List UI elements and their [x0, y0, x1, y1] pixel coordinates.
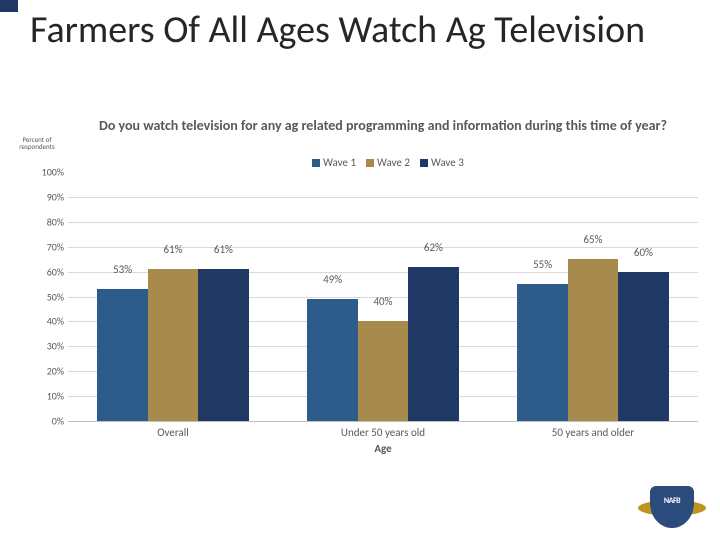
bar [307, 299, 357, 421]
chart-subtitle: Do you watch television for any ag relat… [68, 118, 698, 134]
slide-title: Farmers Of All Ages Watch Ag Television [0, 0, 720, 51]
bar-value-label: 40% [373, 295, 392, 308]
bar-group: 53%61%61%Overall [68, 172, 278, 421]
x-axis-title: Age [68, 442, 698, 455]
bar-value-label: 61% [214, 243, 233, 256]
legend-swatch [420, 159, 428, 167]
bar-value-label: 55% [533, 258, 552, 271]
chart-legend: Wave 1 Wave 2 Wave 3 [68, 156, 698, 169]
y-tick-label: 100% [34, 166, 64, 179]
chart-container: Percent of respondents Do you watch tele… [18, 118, 702, 458]
legend-swatch [366, 159, 374, 167]
x-tick-label: 50 years and older [488, 426, 698, 439]
bar-value-label: 49% [323, 273, 342, 286]
x-tick-label: Under 50 years old [278, 426, 488, 439]
bar [148, 269, 198, 421]
y-tick-label: 50% [34, 290, 64, 303]
bar [358, 321, 408, 421]
bar-value-label: 53% [113, 263, 132, 276]
bar-value-label: 62% [424, 241, 443, 254]
bar-value-label: 65% [583, 233, 602, 246]
bar-group: 55%65%60%50 years and older [488, 172, 698, 421]
bar-group: 49%40%62%Under 50 years old [278, 172, 488, 421]
plot-area: 0%10%20%30%40%50%60%70%80%90%100%53%61%6… [68, 172, 698, 422]
y-tick-label: 70% [34, 240, 64, 253]
y-tick-label: 60% [34, 265, 64, 278]
bar [97, 289, 147, 421]
bar-value-label: 61% [163, 243, 182, 256]
accent-bar [0, 0, 18, 12]
y-axis-caption-l2: respondents [19, 142, 54, 151]
y-tick-label: 30% [34, 340, 64, 353]
legend-label: Wave 2 [377, 156, 410, 169]
y-tick-label: 80% [34, 215, 64, 228]
legend-label: Wave 1 [323, 156, 356, 169]
bar-value-label: 60% [634, 246, 653, 259]
logo-text: NAFB [638, 496, 706, 506]
bar [517, 284, 567, 421]
logo-shield [650, 486, 694, 528]
legend-label: Wave 3 [431, 156, 464, 169]
bar [198, 269, 248, 421]
legend-swatch [312, 159, 320, 167]
x-tick-label: Overall [68, 426, 278, 439]
y-axis-caption: Percent of respondents [12, 136, 62, 151]
y-tick-label: 40% [34, 315, 64, 328]
y-tick-label: 90% [34, 190, 64, 203]
y-tick-label: 0% [34, 415, 64, 428]
bar [618, 272, 668, 421]
y-tick-label: 10% [34, 390, 64, 403]
bar [408, 267, 458, 421]
nafb-logo: NAFB [638, 482, 706, 532]
y-tick-label: 20% [34, 365, 64, 378]
bar [568, 259, 618, 421]
